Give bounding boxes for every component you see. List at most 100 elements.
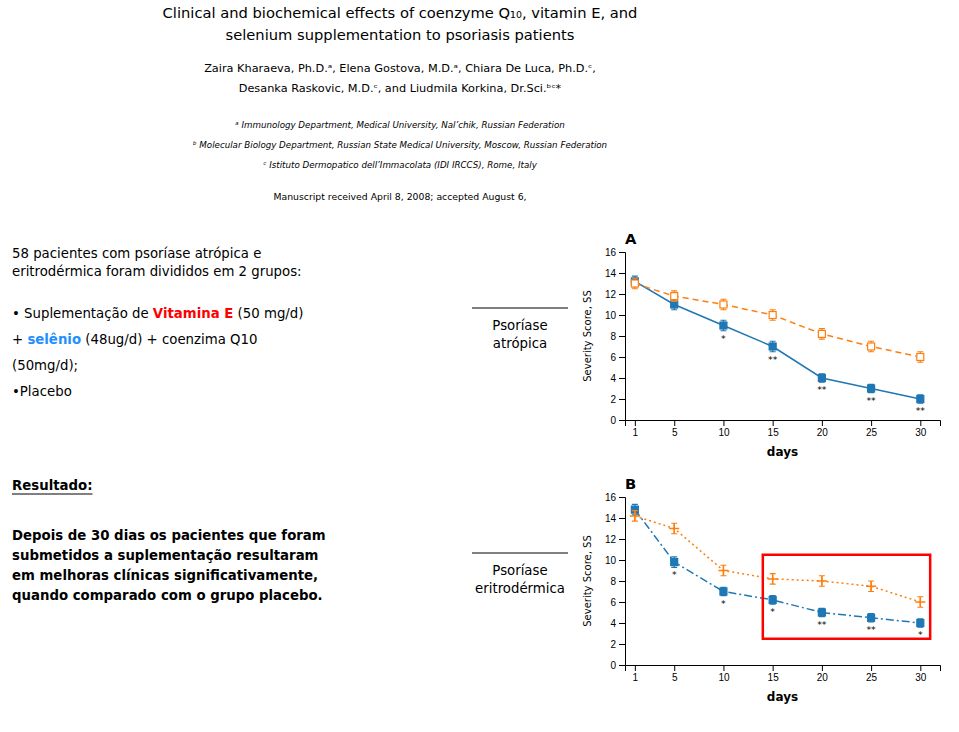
- error-bar: [632, 278, 638, 289]
- result-underline: [12, 494, 93, 495]
- y-tick: 0: [610, 415, 625, 426]
- y-tick-label: 12: [605, 289, 617, 300]
- methods-text: (50 mg/d): [233, 306, 303, 321]
- significance-label: **: [916, 405, 926, 416]
- page-title: Clinical and biochemical effects of coen…: [163, 4, 638, 21]
- x-tick-mark: [674, 665, 675, 671]
- y-tick-label: 0: [610, 415, 616, 426]
- y-tick-mark: [619, 294, 625, 295]
- error-bar: [671, 291, 677, 302]
- y-tick: 8: [610, 331, 625, 342]
- x-tick: 5: [672, 420, 678, 438]
- y-axis-title: Severity Score, SS: [582, 290, 593, 382]
- x-axis: 151015202530: [626, 420, 941, 438]
- y-tick-label: 4: [610, 618, 616, 629]
- error-bar: [770, 596, 776, 604]
- methods-text: •Placebo: [12, 384, 72, 399]
- marker: [917, 620, 924, 627]
- series-line: [635, 516, 920, 602]
- x-tick: 1: [633, 665, 639, 683]
- series: [631, 276, 923, 403]
- y-tick-mark: [619, 357, 625, 358]
- authors: Zaira Kharaeva, Ph.D.ᵃ, Elena Gostova, M…: [204, 62, 596, 75]
- marker: [769, 343, 776, 350]
- y-tick: 6: [610, 352, 625, 363]
- chart: 1510152025300246810121416BdaysSeverity S…: [472, 475, 941, 704]
- marker: [669, 524, 679, 534]
- error-bar: [819, 608, 825, 616]
- plot-area: [630, 504, 930, 638]
- y-tick: 16: [605, 247, 625, 258]
- x-tick-mark: [635, 420, 636, 426]
- side-annotation: Psoríase: [492, 563, 547, 578]
- significance-label: **: [817, 619, 827, 630]
- error-bar: [671, 557, 677, 568]
- x-axis-title: days: [767, 690, 798, 704]
- result-heading: Resultado:: [12, 478, 93, 493]
- significance-label: **: [817, 384, 827, 395]
- data-labels: ********: [672, 569, 923, 640]
- y-tick-mark: [619, 315, 625, 316]
- side-annotation: eritrodérmica: [475, 581, 565, 596]
- error-bar: [917, 619, 923, 627]
- y-tick: 10: [605, 310, 625, 321]
- chart-title: A: [625, 230, 637, 247]
- x-tick-label: 5: [672, 672, 678, 683]
- error-bar: [770, 341, 776, 352]
- y-tick: 12: [605, 534, 625, 545]
- data-labels: *********: [721, 333, 925, 416]
- x-axis-line: [626, 666, 941, 672]
- x-tick-label: 1: [633, 427, 639, 438]
- x-tick: 30: [915, 420, 927, 438]
- significance-label: **: [866, 395, 876, 406]
- x-tick-mark: [871, 420, 872, 426]
- y-tick-mark: [619, 518, 625, 519]
- error-bar: [720, 320, 726, 331]
- highlighted-term: selênio: [27, 332, 81, 347]
- significance-label: **: [768, 354, 778, 365]
- y-tick: 14: [605, 513, 625, 524]
- methods-text: (48ug/d) + coenzima Q10: [81, 332, 257, 347]
- y-axis: 0246810121416: [605, 492, 626, 671]
- series-line: [635, 281, 920, 399]
- error-bar: [868, 614, 874, 622]
- y-tick: 6: [610, 597, 625, 608]
- x-tick-mark: [773, 420, 774, 426]
- side-annotation: Psoríase: [492, 318, 547, 333]
- x-tick-mark: [674, 420, 675, 426]
- marker: [630, 511, 640, 521]
- x-axis-line: [626, 421, 941, 427]
- y-tick-mark: [619, 560, 625, 561]
- result-text: Depois de 30 dias os pacientes que foram: [12, 528, 326, 543]
- y-tick-mark: [619, 644, 625, 645]
- y-tick: 16: [605, 492, 625, 503]
- marker: [671, 559, 678, 566]
- methods-text: (50mg/d);: [12, 358, 78, 373]
- x-tick-label: 5: [672, 427, 678, 438]
- x-tick: 1: [633, 420, 639, 438]
- x-tick-mark: [822, 665, 823, 671]
- received-note: Manuscript received April 8, 2008; accep…: [273, 191, 526, 202]
- x-tick: 10: [718, 665, 730, 683]
- x-tick: 25: [866, 420, 878, 438]
- y-axis: 0246810121416: [605, 247, 626, 426]
- y-tick: 10: [605, 555, 625, 566]
- result-text: quando comparado com o grupo placebo.: [12, 588, 323, 603]
- marker: [817, 576, 827, 586]
- x-tick-mark: [773, 665, 774, 671]
- x-tick-label: 25: [866, 672, 878, 683]
- error-bar: [819, 329, 825, 340]
- error-bar: [917, 352, 923, 363]
- x-tick-label: 15: [768, 672, 780, 683]
- x-tick-label: 30: [915, 427, 927, 438]
- x-tick: 15: [768, 420, 780, 438]
- methods-line: •Placebo: [12, 384, 72, 399]
- y-tick-label: 16: [605, 247, 617, 258]
- y-tick-label: 4: [610, 373, 616, 384]
- marker: [720, 322, 727, 329]
- error-bar: [720, 299, 726, 310]
- y-tick-label: 14: [605, 268, 617, 279]
- x-tick-label: 20: [817, 427, 829, 438]
- significance-label: **: [866, 624, 876, 635]
- affiliation: ᶜ Istituto Dermopatico dell’Immacolata (…: [263, 160, 537, 170]
